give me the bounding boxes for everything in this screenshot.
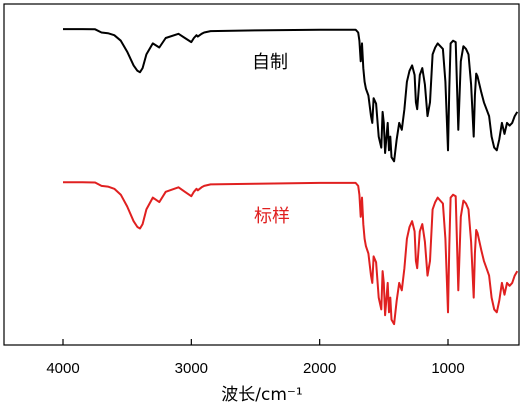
x-axis-title: 波长/cm⁻¹ xyxy=(221,385,302,405)
series-label-homemade: 自制 xyxy=(252,52,288,73)
series-lines xyxy=(63,28,519,326)
series-label-standard: 标样 xyxy=(254,206,290,227)
series-line-0 xyxy=(63,28,519,163)
x-tick-label: 1000 xyxy=(431,360,464,377)
x-tick-label: 2000 xyxy=(303,360,336,377)
x-ticks: 4000 3000 2000 1000 xyxy=(46,339,465,377)
series-line-1 xyxy=(63,181,519,326)
plot-frame xyxy=(3,3,520,346)
x-tick-label: 3000 xyxy=(175,360,208,377)
x-tick-label: 4000 xyxy=(46,360,79,377)
